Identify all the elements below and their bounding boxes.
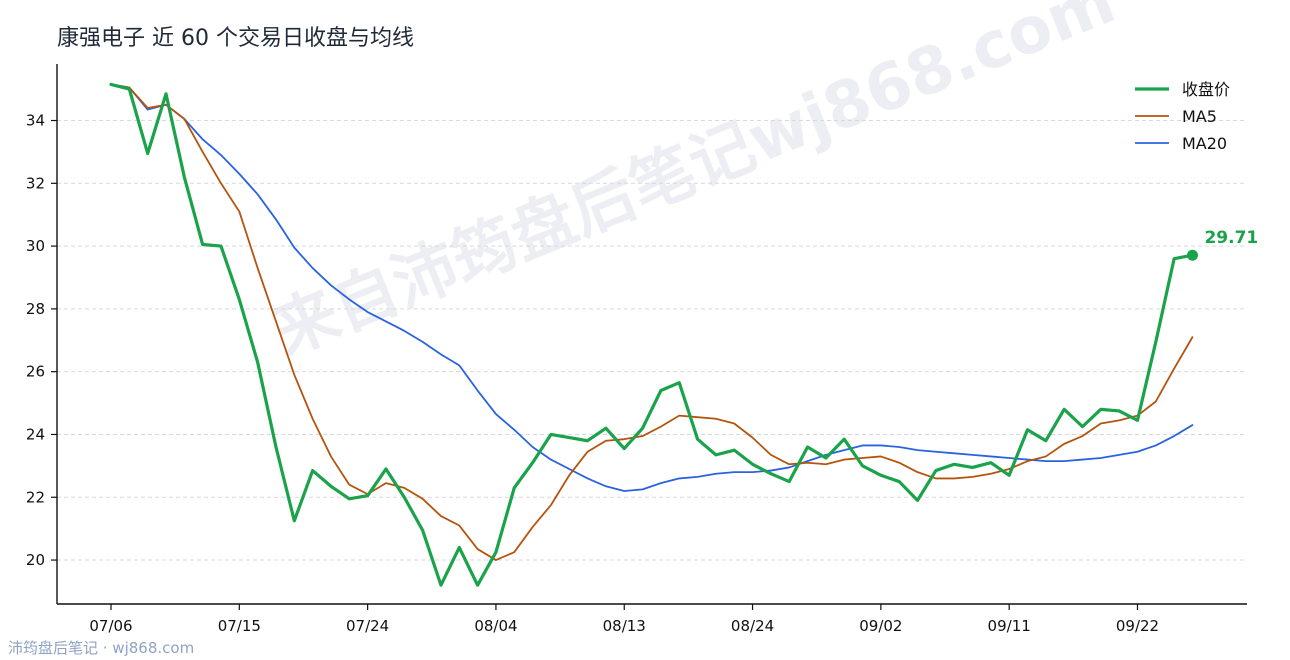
x-tick-label: 07/06 <box>89 617 132 635</box>
series-lines: 29.71 <box>109 82 1258 587</box>
y-tick-label: 30 <box>26 237 45 255</box>
last-close-point <box>1186 249 1198 261</box>
chart-title: 康强电子 近 60 个交易日收盘与均线 <box>57 26 414 51</box>
legend: 收盘价 MA5 MA20 <box>1135 80 1230 153</box>
y-tick-label: 26 <box>26 363 45 381</box>
y-tick-label: 28 <box>26 300 45 318</box>
ma20-line <box>110 83 1194 492</box>
legend-label: 收盘价 <box>1182 80 1230 99</box>
y-tick-label: 20 <box>26 551 45 569</box>
legend-label: MA5 <box>1182 107 1217 126</box>
x-tick-label: 09/11 <box>988 617 1031 635</box>
x-tick-label: 09/02 <box>859 617 902 635</box>
grid-lines <box>57 120 1247 561</box>
y-tick-label: 32 <box>26 174 45 192</box>
y-tick-label: 22 <box>26 488 45 506</box>
legend-label: MA20 <box>1182 134 1227 153</box>
x-tick-label: 07/15 <box>218 617 261 635</box>
axes: 20 22 24 26 28 30 32 34 07/06 07/15 07/24 08/04 08/1… <box>26 64 1247 635</box>
footer-watermark: 沛筠盘后笔记 · wj868.com <box>8 639 195 657</box>
close-price-line <box>109 82 1195 587</box>
x-tick-label: 08/13 <box>603 617 646 635</box>
x-tick-label: 07/24 <box>346 617 389 635</box>
y-tick-label: 24 <box>26 425 45 443</box>
background-watermark: 来自沛筠盘后笔记wj868.com <box>263 0 1125 370</box>
y-tick-label: 34 <box>26 112 45 130</box>
x-tick-label: 08/24 <box>731 617 774 635</box>
x-tick-label: 09/22 <box>1116 617 1159 635</box>
x-tick-label: 08/04 <box>474 617 517 635</box>
last-close-label: 29.71 <box>1204 228 1258 248</box>
watermark-text: 来自沛筠盘后笔记wj868.com <box>263 0 1125 370</box>
